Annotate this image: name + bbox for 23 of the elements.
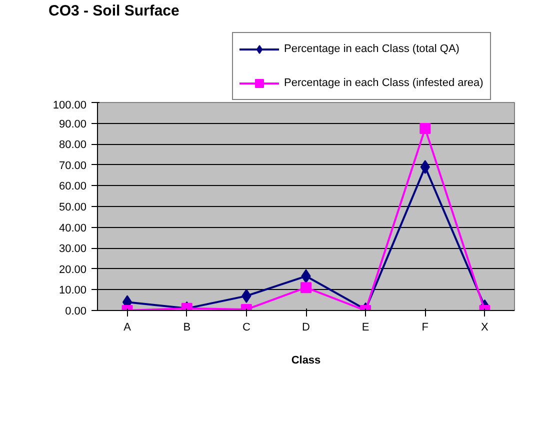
y-tick-label: 50.00	[58, 202, 87, 214]
y-tick-label: 20.00	[58, 264, 87, 276]
point	[420, 123, 431, 134]
y-tick-label: 60.00	[58, 180, 87, 193]
x-tick-label: B	[183, 322, 191, 334]
y-tick-label: 80.00	[58, 139, 87, 152]
chart-title: CO3 - Soil Surface	[48, 2, 180, 20]
legend-label: Percentage in each Class (total QA)	[284, 43, 460, 55]
x-tick-label: A	[124, 322, 132, 334]
x-tick-label: X	[481, 322, 490, 334]
y-tick-label: 70.00	[58, 160, 87, 172]
y-tick-label: 90.00	[58, 118, 87, 130]
x-axis-title: Class	[291, 354, 321, 366]
y-tick-label: 100.00	[52, 100, 87, 112]
x-tick-label: D	[302, 322, 310, 334]
y-tick-label: 40.00	[58, 222, 87, 234]
x-tick-label: E	[362, 322, 370, 334]
y-tick-label: 30.00	[58, 243, 87, 256]
legend-label: Percentage in each Class (infested area)	[284, 77, 484, 89]
y-tick-label: 10.00	[58, 284, 87, 297]
x-tick-label: F	[422, 322, 429, 334]
y-tick-label: 0.00	[65, 306, 87, 318]
x-tick-label: C	[242, 322, 250, 334]
